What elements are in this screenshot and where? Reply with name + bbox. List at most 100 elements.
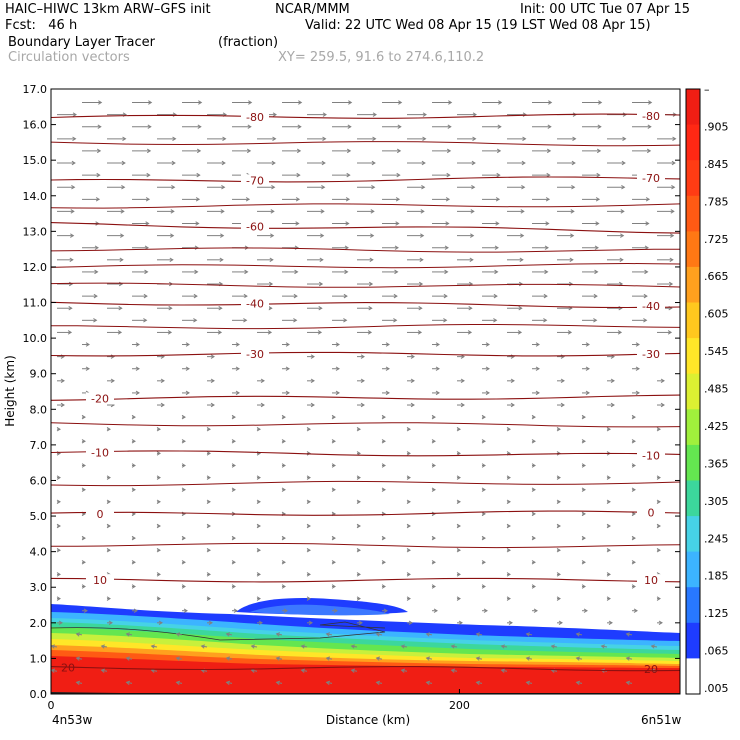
vector-head xyxy=(260,402,265,408)
vector-head xyxy=(495,221,500,226)
vector-head xyxy=(100,668,106,673)
vector-head xyxy=(381,414,386,420)
vector-head xyxy=(206,426,211,432)
vector-head xyxy=(431,439,436,444)
vector-head xyxy=(581,535,586,541)
vector-head xyxy=(335,342,340,347)
vector-head xyxy=(285,366,290,371)
vector-head xyxy=(431,511,436,517)
vector-head xyxy=(185,390,190,396)
vector-head xyxy=(196,172,201,178)
vector-head xyxy=(406,572,411,577)
vector-head xyxy=(422,112,427,117)
vector-head xyxy=(431,463,436,468)
colorbar-label: .605 xyxy=(704,308,729,321)
contour-line xyxy=(51,262,680,269)
vector-head xyxy=(581,414,586,420)
vector-head xyxy=(81,414,86,420)
vector-head xyxy=(275,632,281,637)
y-tick-label: 11.0 xyxy=(23,297,48,310)
vector-head xyxy=(400,668,406,673)
vector-head xyxy=(418,305,423,311)
vector-head xyxy=(472,112,477,117)
colorbar-label: .125 xyxy=(704,607,729,620)
vector-head xyxy=(606,475,611,480)
vector-head xyxy=(481,487,486,492)
colorbar-label: .665 xyxy=(704,270,729,283)
vector-head xyxy=(372,136,377,142)
vector-head xyxy=(346,148,352,154)
vector-head xyxy=(656,523,661,529)
vector-head xyxy=(471,184,476,190)
vector-head xyxy=(81,535,86,541)
vector-head xyxy=(556,426,561,432)
vector-head xyxy=(170,209,175,214)
vector-head xyxy=(606,572,611,577)
vector-head xyxy=(525,632,531,637)
vector-head xyxy=(285,342,290,347)
vector-head xyxy=(235,366,240,371)
vector-head xyxy=(456,596,461,601)
vector-head xyxy=(206,499,211,505)
vector-head xyxy=(385,342,390,347)
model-title: HAIC–HIWC 13km ARW–GFS init xyxy=(5,2,211,17)
vector-head xyxy=(171,160,176,166)
vector-head xyxy=(146,148,152,154)
vector-head xyxy=(308,620,313,626)
vector-head xyxy=(131,487,136,492)
vector-head xyxy=(195,197,201,202)
vector-head xyxy=(420,209,425,214)
vector-head xyxy=(106,596,111,601)
vector-head xyxy=(368,281,374,287)
vector-head xyxy=(375,680,381,685)
vector-head xyxy=(281,414,286,420)
y-axis: 0.0 1.0 2.0 3.0 4.0 5.0 6.0 7.0 8.0 9.0 10.0 11.0 12… xyxy=(23,83,680,701)
vector-head xyxy=(275,656,281,661)
vector-head xyxy=(81,560,86,565)
vector-head xyxy=(418,281,424,287)
vector-head xyxy=(345,221,350,226)
vector-head xyxy=(56,475,61,480)
contour-label-bg xyxy=(86,446,114,459)
vector-head xyxy=(506,523,511,529)
vector-head xyxy=(333,608,338,613)
vector-head xyxy=(446,172,451,178)
contour-label-bg xyxy=(241,297,269,310)
vector-head xyxy=(293,293,298,299)
vector-head xyxy=(225,680,231,685)
vector-head xyxy=(658,620,663,626)
vector-head xyxy=(122,136,127,142)
vector-head xyxy=(456,523,461,529)
vector-head xyxy=(444,269,449,275)
contour-label: -10 xyxy=(91,446,109,459)
vector-head xyxy=(256,572,261,577)
vector-head xyxy=(500,644,506,649)
vector-head xyxy=(160,402,165,408)
vector-head xyxy=(531,414,536,420)
vector-head xyxy=(185,366,190,371)
vector-head xyxy=(150,644,156,649)
vector-head xyxy=(120,209,125,214)
colorbar-swatch xyxy=(686,444,700,481)
vector-head xyxy=(594,245,599,250)
vector-head xyxy=(595,197,601,202)
vector-head xyxy=(406,547,411,553)
contour-label: -70 xyxy=(246,174,264,187)
vector-head xyxy=(425,656,431,661)
vector-head xyxy=(581,463,586,468)
y-tick-label: 10.0 xyxy=(23,332,48,345)
vector-head xyxy=(360,402,365,408)
vector-head xyxy=(206,547,211,553)
vector-head xyxy=(231,584,236,589)
contour-label-bg xyxy=(86,508,114,521)
vector-head xyxy=(135,366,140,371)
vector-head xyxy=(496,148,502,154)
vector-head xyxy=(51,668,56,673)
vector-head xyxy=(281,439,286,444)
vector-head xyxy=(531,535,536,541)
vector-head xyxy=(294,269,299,275)
vector-head xyxy=(606,523,611,529)
colorbar-swatch xyxy=(686,195,700,232)
vector-head xyxy=(181,439,186,444)
vector-head xyxy=(471,160,476,166)
